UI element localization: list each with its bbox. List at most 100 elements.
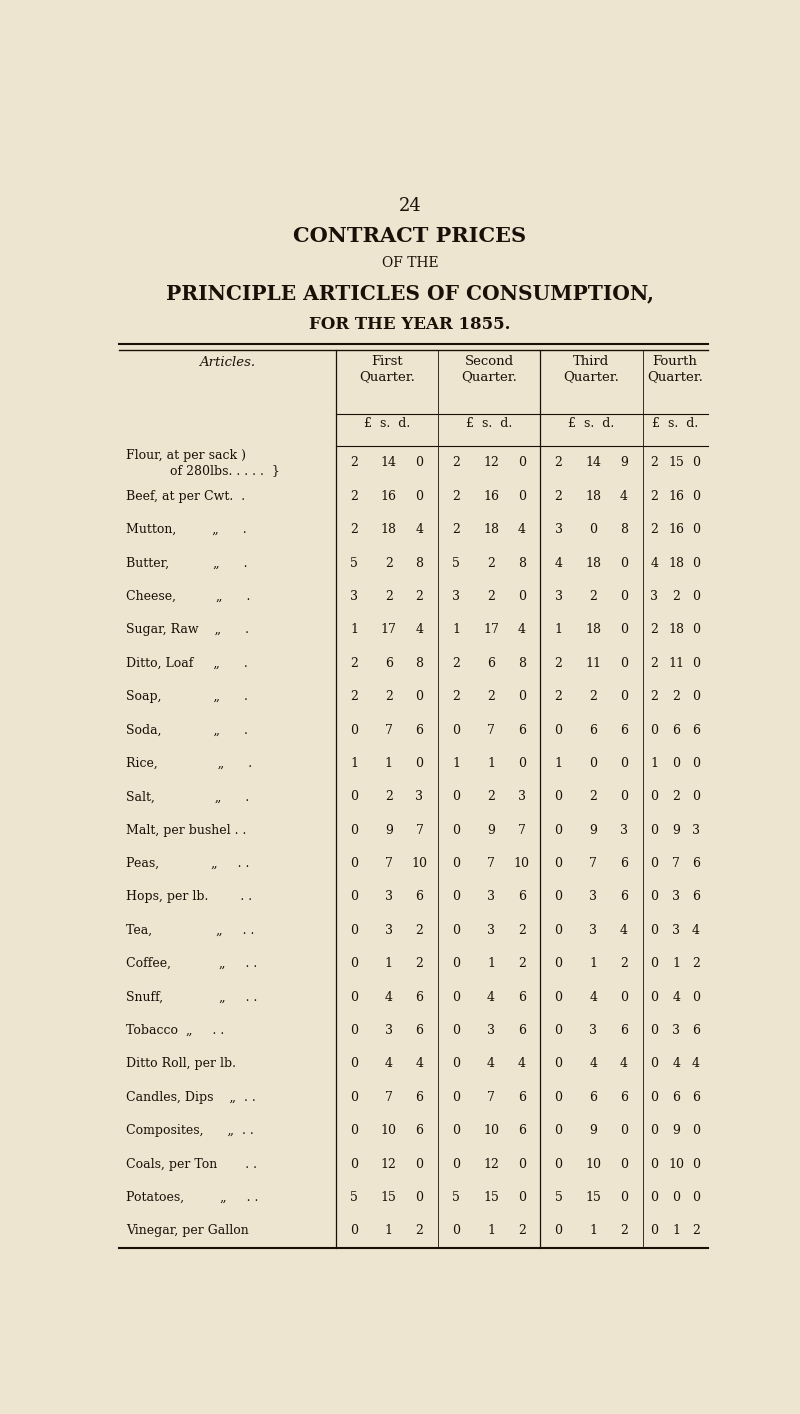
Text: 0: 0	[415, 756, 423, 771]
Text: 10: 10	[586, 1158, 602, 1171]
Text: 1: 1	[452, 624, 460, 636]
Text: 0: 0	[672, 1191, 680, 1203]
Text: 3: 3	[487, 1024, 495, 1036]
Text: 8: 8	[415, 557, 423, 570]
Text: 0: 0	[590, 756, 598, 771]
Text: 0: 0	[620, 624, 628, 636]
Text: 4: 4	[672, 1058, 680, 1070]
Text: Malt, per bushel . .: Malt, per bushel . .	[126, 824, 246, 837]
Text: 5: 5	[350, 557, 358, 570]
Text: 2: 2	[650, 624, 658, 636]
Text: 0: 0	[692, 1124, 700, 1137]
Text: 3: 3	[650, 590, 658, 602]
Text: 1: 1	[487, 957, 495, 970]
Text: 6: 6	[518, 1124, 526, 1137]
Text: 0: 0	[452, 724, 460, 737]
Text: 3: 3	[554, 523, 562, 536]
Text: 6: 6	[620, 724, 628, 737]
Text: 6: 6	[620, 857, 628, 870]
Text: 1: 1	[452, 756, 460, 771]
Text: 0: 0	[620, 656, 628, 670]
Text: 0: 0	[518, 1158, 526, 1171]
Text: 0: 0	[650, 1158, 658, 1171]
Text: 6: 6	[518, 1024, 526, 1036]
Text: 2: 2	[452, 523, 460, 536]
Text: 9: 9	[673, 1124, 680, 1137]
Text: 4: 4	[620, 489, 628, 503]
Text: 2: 2	[673, 590, 680, 602]
Text: 16: 16	[381, 489, 397, 503]
Text: 4: 4	[672, 991, 680, 1004]
Text: 18: 18	[668, 557, 684, 570]
Text: 0: 0	[554, 857, 562, 870]
Text: 10: 10	[411, 857, 427, 870]
Text: 0: 0	[554, 1124, 562, 1137]
Text: 9: 9	[673, 824, 680, 837]
Text: 1: 1	[672, 957, 680, 970]
Text: Tobacco  „     . .: Tobacco „ . .	[126, 1024, 224, 1036]
Text: 6: 6	[415, 1024, 423, 1036]
Text: 0: 0	[350, 724, 358, 737]
Text: Ditto, Loaf     „      .: Ditto, Loaf „ .	[126, 656, 248, 670]
Text: 7: 7	[487, 724, 495, 737]
Text: 0: 0	[452, 1058, 460, 1070]
Text: 0: 0	[350, 1158, 358, 1171]
Text: 0: 0	[554, 1090, 562, 1104]
Text: Soap,             „      .: Soap, „ .	[126, 690, 248, 703]
Text: 0: 0	[692, 1191, 700, 1203]
Text: 15: 15	[669, 457, 684, 469]
Text: 7: 7	[487, 1090, 495, 1104]
Text: 0: 0	[692, 656, 700, 670]
Text: 9: 9	[620, 457, 628, 469]
Text: 6: 6	[518, 1090, 526, 1104]
Text: 0: 0	[620, 557, 628, 570]
Text: 6: 6	[692, 724, 700, 737]
Text: 3: 3	[350, 590, 358, 602]
Text: 0: 0	[452, 790, 460, 803]
Text: 1: 1	[554, 624, 562, 636]
Text: 0: 0	[692, 523, 700, 536]
Text: £  s.  d.: £ s. d.	[568, 417, 614, 430]
Text: Cheese,          „      .: Cheese, „ .	[126, 590, 250, 602]
Text: 0: 0	[554, 991, 562, 1004]
Text: 0: 0	[650, 923, 658, 937]
Text: 0: 0	[452, 1158, 460, 1171]
Text: Salt,               „      .: Salt, „ .	[126, 790, 250, 803]
Text: 2: 2	[350, 489, 358, 503]
Text: Potatoes,         „     . .: Potatoes, „ . .	[126, 1191, 258, 1203]
Text: 16: 16	[668, 489, 684, 503]
Text: 4: 4	[518, 1058, 526, 1070]
Text: 9: 9	[385, 824, 393, 837]
Text: 6: 6	[518, 724, 526, 737]
Text: 0: 0	[650, 857, 658, 870]
Text: 10: 10	[668, 1158, 684, 1171]
Text: 0: 0	[518, 756, 526, 771]
Text: 0: 0	[692, 690, 700, 703]
Text: 0: 0	[452, 923, 460, 937]
Text: 0: 0	[415, 1191, 423, 1203]
Text: 2: 2	[673, 690, 680, 703]
Text: 3: 3	[518, 790, 526, 803]
Text: 2: 2	[554, 457, 562, 469]
Text: 14: 14	[586, 457, 602, 469]
Text: Vinegar, per Gallon: Vinegar, per Gallon	[126, 1225, 249, 1237]
Text: 1: 1	[385, 1225, 393, 1237]
Text: 0: 0	[518, 457, 526, 469]
Text: 1: 1	[554, 756, 562, 771]
Text: 6: 6	[672, 724, 680, 737]
Text: 2: 2	[650, 656, 658, 670]
Text: 12: 12	[381, 1158, 397, 1171]
Text: 11: 11	[668, 656, 684, 670]
Text: 6: 6	[518, 991, 526, 1004]
Text: 7: 7	[590, 857, 598, 870]
Text: 9: 9	[590, 824, 598, 837]
Text: 4: 4	[385, 1058, 393, 1070]
Text: 0: 0	[350, 824, 358, 837]
Text: 0: 0	[692, 790, 700, 803]
Text: 1: 1	[590, 957, 598, 970]
Text: 0: 0	[350, 1225, 358, 1237]
Text: 0: 0	[692, 590, 700, 602]
Text: 0: 0	[350, 991, 358, 1004]
Text: 0: 0	[692, 489, 700, 503]
Text: 0: 0	[554, 824, 562, 837]
